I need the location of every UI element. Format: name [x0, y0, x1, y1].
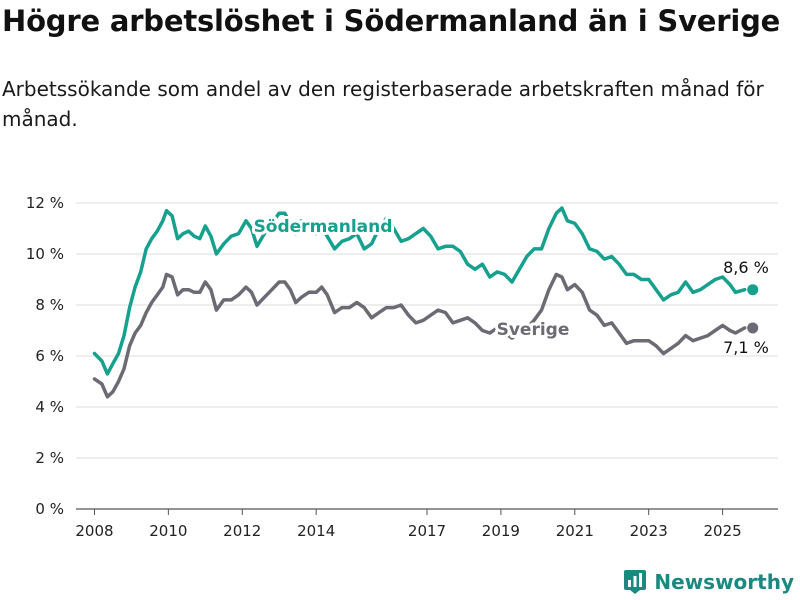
y-tick-label: 2 %	[35, 449, 64, 467]
sverige-end-value: 7,1 %	[723, 338, 769, 357]
sodermanland-series-label: Södermanland	[254, 217, 393, 237]
sodermanland-line	[92, 206, 747, 376]
y-tick-label: 6 %	[35, 347, 64, 365]
x-tick-label: 2017	[408, 522, 446, 540]
newsworthy-logo-icon	[624, 570, 647, 594]
sverige-end-point	[747, 322, 759, 334]
sodermanland-end-value: 8,6 %	[723, 258, 769, 277]
x-tick-label: 2008	[75, 522, 113, 540]
x-tick-label: 2025	[703, 522, 741, 540]
y-tick-label: 10 %	[26, 245, 64, 263]
y-tick-label: 0 %	[35, 500, 64, 518]
grid-lines	[76, 202, 778, 510]
y-tick-label: 12 %	[26, 194, 64, 212]
axes: 0 % 2 % 4 % 6 % 8 % 10 % 12 % 2008 2010 2012 2014 2…	[26, 194, 742, 540]
chart-subtitle: Arbetssökande som andel av den registerb…	[2, 77, 764, 131]
x-tick-label: 2010	[149, 522, 187, 540]
series-labels: Södermanland Sverige 8,6 % 7,1 %	[251, 214, 769, 357]
sverige-line	[92, 272, 747, 399]
brand-name: Newsworthy	[654, 570, 794, 594]
sverige-series-label: Sverige	[497, 320, 570, 340]
brand-logo: Newsworthy	[624, 570, 794, 594]
x-tick-label: 2023	[630, 522, 668, 540]
x-tick-label: 2014	[297, 522, 335, 540]
x-tick-label: 2021	[556, 522, 594, 540]
y-tick-label: 4 %	[35, 398, 64, 416]
chart-title: Högre arbetslöshet i Södermanland än i S…	[2, 4, 781, 38]
x-tick-label: 2012	[223, 522, 261, 540]
y-tick-label: 8 %	[35, 296, 64, 314]
sodermanland-end-point	[747, 284, 759, 296]
x-tick-label: 2019	[482, 522, 520, 540]
series-lines	[92, 206, 759, 399]
